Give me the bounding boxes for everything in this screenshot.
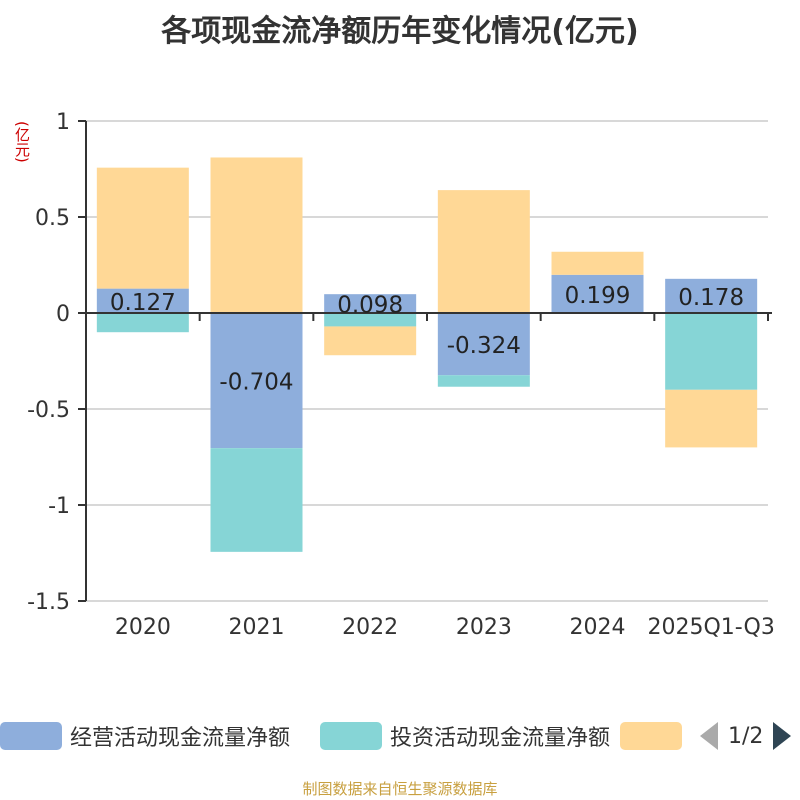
legend-item-investing[interactable]: 投资活动现金流量净额 bbox=[320, 716, 610, 756]
legend-item-financing[interactable] bbox=[620, 716, 690, 756]
y-tick-label: -1 bbox=[48, 494, 70, 519]
legend: 经营活动现金流量净额 投资活动现金流量净额 1/2 bbox=[0, 716, 800, 756]
data-label: -0.704 bbox=[219, 370, 293, 396]
bar-segment bbox=[665, 313, 758, 390]
bar-segment bbox=[324, 313, 417, 327]
bar-segment bbox=[324, 294, 417, 313]
x-tick-label: 2021 bbox=[229, 615, 285, 640]
legend-item-operating[interactable]: 经营活动现金流量净额 bbox=[0, 716, 290, 756]
bar-segment bbox=[437, 375, 530, 387]
bar-segment bbox=[96, 167, 189, 289]
legend-label: 经营活动现金流量净额 bbox=[70, 726, 291, 751]
bar-segment bbox=[551, 251, 644, 275]
y-axis-unit: (亿元) bbox=[13, 121, 31, 163]
bar-segment bbox=[437, 190, 530, 313]
x-tick-label: 2022 bbox=[342, 615, 398, 640]
legend-swatch bbox=[320, 722, 382, 750]
y-tick-label: 1 bbox=[56, 110, 70, 135]
data-label: 0.127 bbox=[110, 290, 176, 316]
prev-page-icon[interactable] bbox=[700, 722, 718, 750]
legend-label: 投资活动现金流量净额 bbox=[390, 726, 611, 751]
y-tick-label: 0.5 bbox=[35, 206, 70, 231]
y-tick-label: 0 bbox=[56, 302, 70, 327]
data-source-note: 制图数据来自恒生聚源数据库 bbox=[302, 780, 498, 798]
y-tick-label: -1.5 bbox=[27, 590, 70, 615]
bar-segment bbox=[210, 157, 303, 313]
data-label: -0.324 bbox=[447, 333, 521, 359]
x-tick-label: 2024 bbox=[570, 615, 626, 640]
bar-segment bbox=[437, 313, 530, 376]
next-page-icon[interactable] bbox=[773, 722, 792, 750]
data-label: 0.178 bbox=[678, 285, 744, 311]
bar-segment bbox=[665, 278, 758, 313]
data-label: 0.199 bbox=[565, 283, 631, 309]
bar-segment bbox=[210, 313, 303, 449]
x-tick-label: 2020 bbox=[115, 615, 171, 640]
bar-segment bbox=[96, 313, 189, 333]
x-tick-label: 2023 bbox=[456, 615, 512, 640]
legend-pager: 1/2 bbox=[700, 716, 792, 756]
legend-swatch bbox=[620, 722, 682, 750]
chart-title: 各项现金流净额历年变化情况(亿元) bbox=[161, 14, 639, 49]
data-label: 0.098 bbox=[337, 293, 403, 319]
bar-segment bbox=[551, 274, 644, 313]
x-tick-label: 2025Q1-Q3 bbox=[647, 615, 774, 640]
bar-segment bbox=[96, 288, 189, 313]
legend-page-indicator: 1/2 bbox=[728, 723, 764, 749]
bar-segment bbox=[324, 326, 417, 356]
y-tick-label: -0.5 bbox=[27, 398, 70, 423]
bar-segment bbox=[665, 389, 758, 448]
bar-segment bbox=[210, 448, 303, 552]
legend-swatch bbox=[0, 722, 62, 750]
